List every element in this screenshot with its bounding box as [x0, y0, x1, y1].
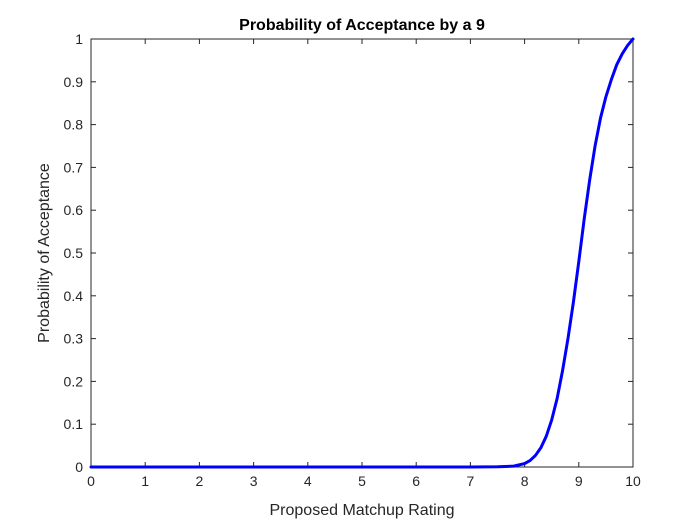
y-axis: 0 0.1 0.2 0.3 0.4 0.5 0.6 0.7 0.8 0.9 1	[64, 31, 633, 475]
x-tick-label: 2	[196, 473, 204, 489]
series-line	[89, 37, 635, 469]
x-axis-label: Proposed Matchup Rating	[270, 502, 455, 519]
x-tick-label: 10	[625, 473, 641, 489]
y-tick-label: 0	[75, 459, 83, 475]
axes-box	[90, 38, 634, 468]
x-tick-label: 3	[250, 473, 258, 489]
x-tick-label: 8	[521, 473, 529, 489]
chart-title: Probability of Acceptance by a 9	[239, 17, 485, 34]
y-tick-label: 0.2	[64, 373, 84, 389]
y-tick-label: 0.1	[64, 416, 84, 432]
y-tick-label: 0.5	[64, 245, 84, 261]
plot-area	[90, 38, 634, 468]
x-tick-label: 7	[467, 473, 475, 489]
y-tick-label: 0.6	[64, 202, 84, 218]
y-tick-label: 0.8	[64, 117, 84, 133]
x-tick-label: 1	[141, 473, 149, 489]
x-tick-label: 5	[358, 473, 366, 489]
x-tick-label: 9	[575, 473, 583, 489]
y-tick-label: 1	[75, 31, 83, 47]
y-tick-label: 0.3	[64, 331, 84, 347]
series-layer	[89, 37, 635, 469]
y-tick-label: 0.4	[64, 288, 84, 304]
x-tick-label: 0	[87, 473, 95, 489]
y-tick-label: 0.7	[64, 159, 84, 175]
x-tick-label: 4	[304, 473, 312, 489]
y-tick-label: 0.9	[64, 74, 84, 90]
y-axis-label: Probability of Acceptance	[36, 163, 53, 343]
x-tick-label: 6	[412, 473, 420, 489]
